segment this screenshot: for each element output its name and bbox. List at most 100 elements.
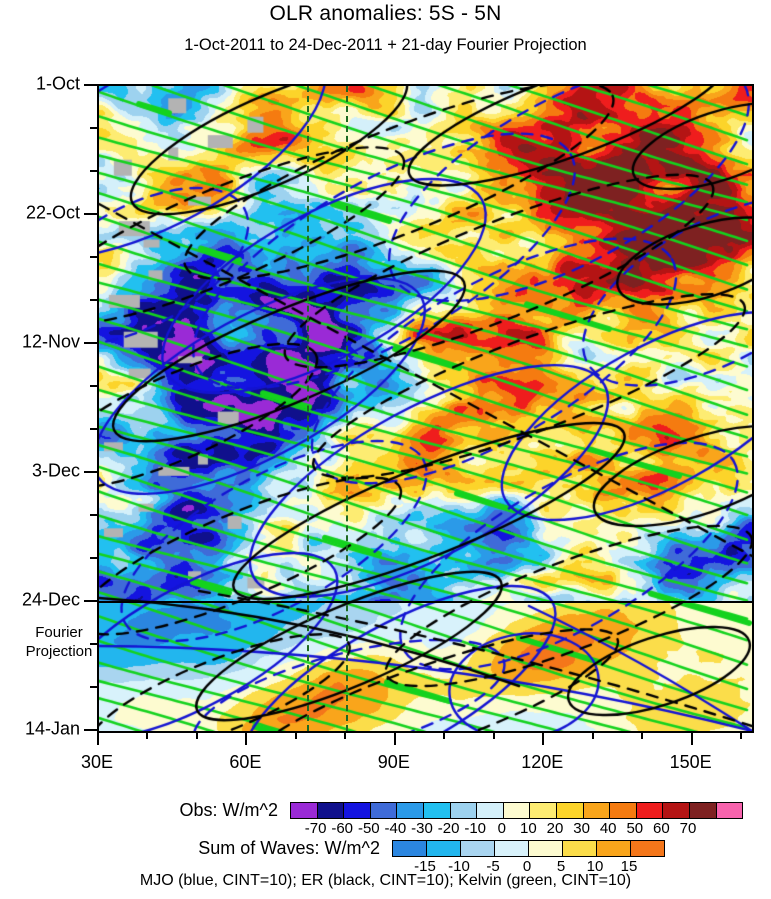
colorbar-tick-label: -60 (331, 820, 354, 837)
y-axis-major-tick (84, 342, 97, 344)
colorbar-swatches (392, 840, 665, 857)
fourier-note-line: Fourier (35, 623, 83, 641)
colorbar-swatch (562, 841, 596, 856)
colorbar-tick-label: 70 (679, 820, 697, 837)
x-axis-major-tick (542, 732, 545, 745)
colorbar-swatch (369, 803, 397, 818)
colorbar-tick-label: 0 (497, 820, 506, 837)
x-axis-minor-tick (195, 732, 198, 739)
x-axis-label-150e: 150E (669, 752, 712, 772)
colorbar-tick-label: -30 (411, 820, 433, 837)
colorbar-tick-label: -50 (357, 820, 380, 837)
colorbar-caption: Obs: W/m^2 (179, 800, 278, 820)
x-axis-label-30e: 30E (80, 752, 114, 772)
colorbar-swatch (393, 841, 426, 856)
fourier-projection-divider (99, 601, 752, 603)
x-axis-major-tick (690, 732, 693, 745)
colorbar-swatches (290, 802, 744, 819)
colorbar-tick-label: -5 (486, 858, 500, 875)
y-axis-minor-tick (90, 514, 97, 516)
x-axis-minor-tick (443, 732, 446, 739)
wave-legend-footnote: MJO (blue, CINT=10); ER (black, CINT=10)… (139, 872, 632, 889)
y-axis-minor-tick (90, 299, 97, 301)
colorbar-swatch (426, 841, 460, 856)
colorbar-tick-label: 0 (522, 858, 532, 875)
colorbar-swatch (316, 803, 344, 818)
colorbar-tick-label: 10 (586, 858, 604, 875)
y-axis-minor-tick (90, 557, 97, 559)
colorbar-swatch (715, 803, 743, 818)
y-axis-minor-tick (90, 170, 97, 172)
colorbar-swatch (476, 803, 503, 818)
reference-longitude-line-80 (346, 86, 349, 731)
y-axis-label-1-oct: 1-Oct (35, 73, 80, 94)
colorbar-tick-label: 50 (626, 820, 644, 837)
colorbar-swatch (396, 803, 423, 818)
y-axis-label-12-nov: 12-Nov (21, 331, 80, 352)
colorbar-swatch (494, 841, 528, 856)
y-axis-major-tick (84, 84, 97, 86)
colorbar-swatch (291, 803, 317, 818)
colorbar-caption: Sum of Waves: W/m^2 (198, 838, 380, 858)
colorbar-tick-label: 15 (620, 858, 638, 875)
x-axis-major-tick (245, 732, 248, 745)
colorbar-tick-label: 30 (573, 820, 590, 837)
x-axis-minor-tick (641, 732, 644, 739)
y-axis-label-24-dec: 24-Dec (21, 589, 80, 610)
colorbar-swatch (343, 803, 370, 818)
y-axis-major-tick (84, 600, 97, 602)
colorbar-swatch (635, 803, 663, 818)
y-axis-label-14-jan: 14-Jan (24, 718, 80, 739)
wave-contour-overlay (99, 86, 752, 731)
x-axis-minor-tick (492, 732, 495, 739)
colorbar-tick-label: -40 (384, 820, 407, 837)
x-axis-minor-tick (740, 732, 743, 739)
y-axis-major-tick (84, 729, 97, 731)
hovmoller-plot (97, 84, 754, 733)
x-axis-minor-tick (344, 732, 347, 739)
plot-canvas-area (99, 86, 752, 731)
colorbar-swatch (528, 841, 562, 856)
colorbar-tick-label: 40 (599, 820, 617, 837)
colorbar-tick-label: 5 (556, 858, 566, 875)
x-axis-label-120e: 120E (521, 752, 564, 772)
page-subtitle: 1-Oct-2011 to 24-Dec-2011 + 21-day Fouri… (184, 36, 587, 54)
reference-longitude-line-72 (306, 86, 309, 731)
page-title: OLR anomalies: 5S - 5N (269, 2, 502, 25)
y-axis-major-tick (84, 471, 97, 473)
colorbar-swatch (596, 841, 630, 856)
y-axis-minor-tick (90, 385, 97, 387)
x-axis-major-tick (393, 732, 396, 745)
colorbar-obs: Obs: W/m^2 -70 -60 -50 -40 -30 -20 -10 0 10 20 30 40… (118, 800, 744, 838)
colorbar-swatch (555, 803, 583, 818)
y-axis-minor-tick (90, 127, 97, 129)
fourier-note-line: Projection (25, 642, 93, 660)
y-axis-minor-tick (90, 428, 97, 430)
x-axis-label-60e: 60E (229, 752, 262, 772)
colorbar-swatch (529, 803, 556, 818)
y-axis-minor-tick (90, 686, 97, 688)
colorbar-tick-label: 10 (520, 820, 537, 837)
x-axis-label-90e: 90E (377, 752, 410, 772)
colorbar-sum-of-waves: Sum of Waves: W/m^2 -15 -10 -5 0 5 10 15 (140, 838, 665, 876)
x-axis-major-tick (97, 732, 99, 745)
colorbar-swatch (460, 841, 494, 856)
colorbar-tick-label: 20 (546, 820, 564, 837)
colorbar-swatch (422, 803, 450, 818)
y-axis-major-tick (84, 213, 97, 215)
colorbar-swatch (630, 841, 664, 856)
colorbar-swatch (688, 803, 716, 818)
x-axis-minor-tick (591, 732, 594, 739)
colorbar-swatch (609, 803, 636, 818)
colorbar-tick-label: -20 (437, 820, 460, 837)
colorbar-tick-label: 60 (653, 820, 670, 837)
colorbar-tick-label: -15 (414, 858, 436, 875)
colorbar-swatch (582, 803, 610, 818)
y-axis-label-3-dec: 3-Dec (31, 460, 80, 481)
colorbar-swatch (449, 803, 477, 818)
colorbar-swatch (662, 803, 689, 818)
colorbar-tick-label: -70 (304, 820, 327, 837)
y-axis-minor-tick (90, 643, 97, 645)
colorbar-swatch (502, 803, 530, 818)
y-axis-minor-tick (90, 256, 97, 258)
